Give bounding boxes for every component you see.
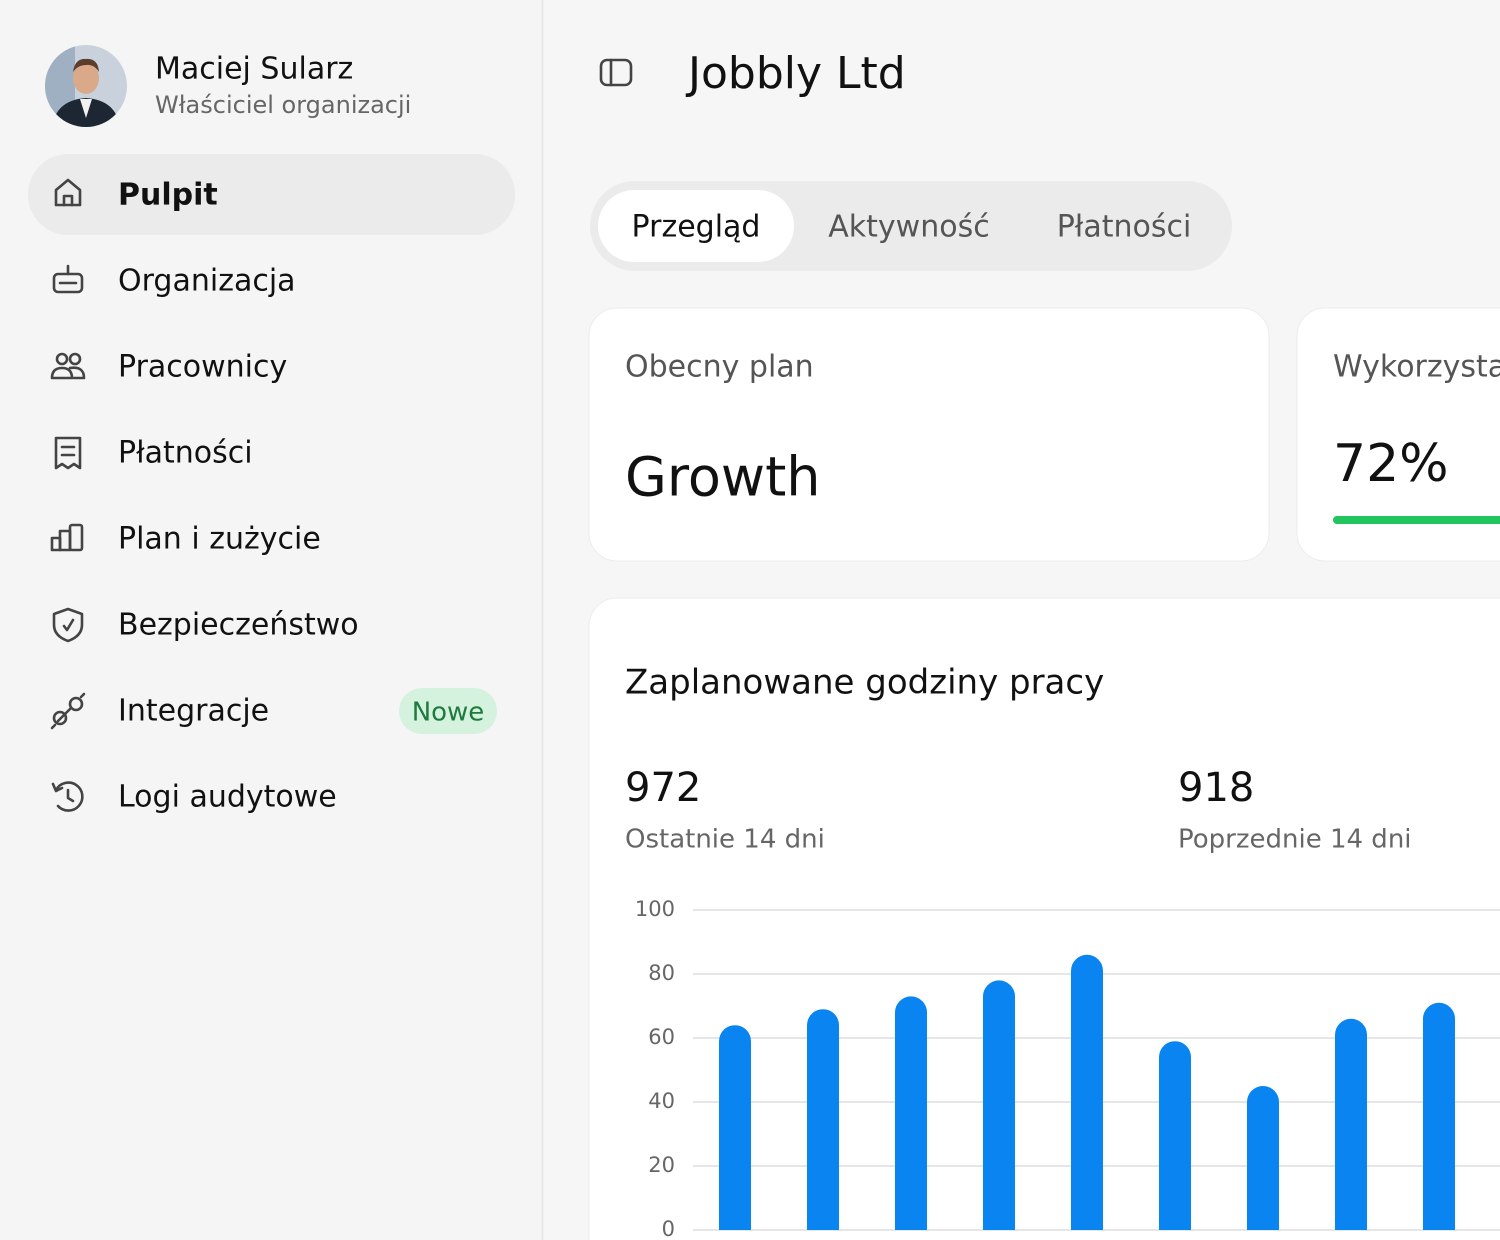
nav-icon <box>50 692 86 730</box>
nav-icon <box>54 436 82 470</box>
nav-icon <box>52 607 84 643</box>
nav-item[interactable]: Pulpit <box>28 154 515 235</box>
tab[interactable]: Płatności <box>1057 210 1192 245</box>
stat-value: 972 <box>625 765 701 811</box>
badge-label: Nowe <box>412 698 485 728</box>
nav-icon <box>51 781 84 812</box>
tab[interactable]: Przegląd <box>632 210 761 245</box>
nav-item[interactable]: Plan i zużycie <box>50 522 321 557</box>
nav-active-bg <box>28 154 515 235</box>
plan-card <box>588 307 1270 562</box>
card-label: Obecny plan <box>625 350 814 385</box>
nav-icon <box>52 264 84 294</box>
bar <box>1247 1086 1279 1230</box>
nav: Pulpit Organizacja Pracownicy Płatności Plan… <box>28 154 515 815</box>
usage-card <box>1296 307 1500 562</box>
nav-item[interactable]: Pracownicy <box>50 350 287 385</box>
stat-value: 918 <box>1178 765 1254 811</box>
nav-label: Plan i zużycie <box>118 522 321 557</box>
nav-item[interactable]: Płatności <box>54 436 253 471</box>
nav-label: Płatności <box>118 436 253 471</box>
avatar <box>45 45 127 127</box>
nav-label: Bezpieczeństwo <box>118 608 359 643</box>
sidebar-toggle[interactable] <box>599 58 633 87</box>
stat-label: Poprzednie 14 dni <box>1178 825 1412 855</box>
nav-icon <box>50 523 84 552</box>
bar <box>807 1009 839 1230</box>
active-tab-bg <box>598 190 794 262</box>
nav-label: Pulpit <box>118 178 218 213</box>
progress-bar <box>1333 516 1500 524</box>
y-tick-label: 0 <box>662 1217 675 1240</box>
bar <box>1159 1041 1191 1230</box>
y-tick-label: 20 <box>648 1153 675 1177</box>
y-tick-label: 40 <box>648 1089 675 1113</box>
user-role: Właściciel organizacji <box>155 91 411 119</box>
bar <box>719 1025 751 1230</box>
nav-item[interactable]: Integracje Nowe <box>50 688 497 734</box>
stat-label: Ostatnie 14 dni <box>625 825 825 855</box>
y-tick-label: 80 <box>648 961 675 985</box>
page-title: Jobbly Ltd <box>685 48 906 99</box>
bar <box>1423 1002 1455 1230</box>
nav-item[interactable]: Organizacja <box>52 264 296 299</box>
card-title: Zaplanowane godziny pracy <box>625 663 1104 703</box>
nav-label: Logi audytowe <box>118 780 337 815</box>
user-name: Maciej Sularz <box>155 52 353 87</box>
bar <box>1335 1018 1367 1230</box>
bar <box>1071 954 1103 1230</box>
card-label: Wykorzysta <box>1333 350 1500 385</box>
plan-name: Growth <box>625 446 820 509</box>
nav-icon <box>54 178 82 207</box>
badge <box>399 688 497 734</box>
nav-label: Pracownicy <box>118 350 287 385</box>
y-tick-label: 100 <box>635 897 675 921</box>
bar <box>895 996 927 1230</box>
bar-chart: 0 20 40 60 80 100 <box>635 897 1500 1240</box>
nav-icon <box>50 352 86 380</box>
y-tick-label: 60 <box>648 1025 675 1049</box>
nav-item[interactable]: Bezpieczeństwo <box>52 607 359 643</box>
bar <box>983 980 1015 1230</box>
nav-label: Integracje <box>118 694 269 729</box>
nav-item[interactable]: Logi audytowe <box>51 780 337 815</box>
tab[interactable]: Aktywność <box>828 210 989 245</box>
nav-label: Organizacja <box>118 264 296 299</box>
usage-value: 72% <box>1333 434 1449 494</box>
